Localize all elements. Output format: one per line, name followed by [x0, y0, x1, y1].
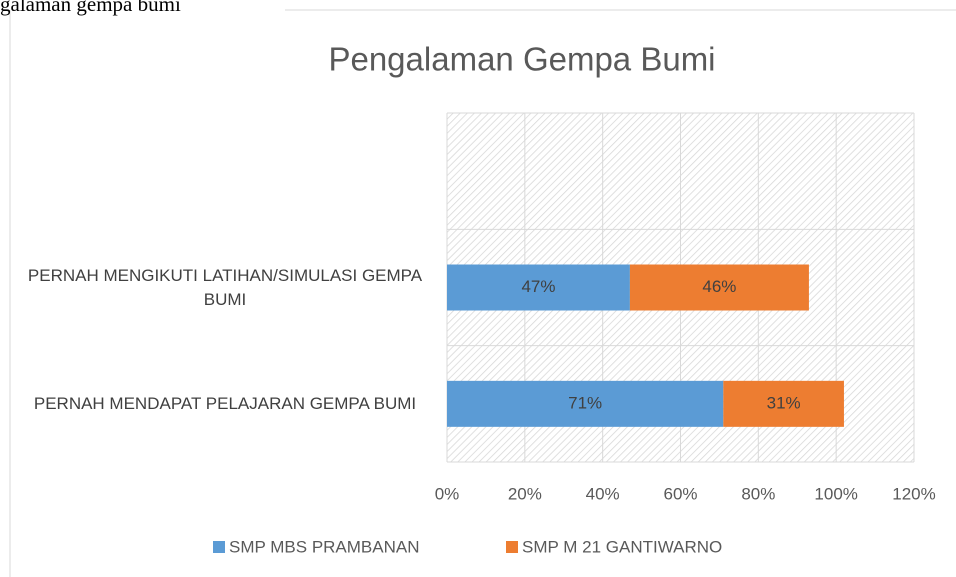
- data-label: 31%: [767, 393, 801, 412]
- data-label: 46%: [702, 277, 736, 296]
- caption: galaman gempa bumi: [0, 0, 181, 16]
- x-tick-label: 0%: [435, 484, 460, 503]
- y-tick-label: PERNAH MENGIKUTI LATIHAN/SIMULASI GEMPA …: [27, 265, 423, 309]
- x-tick-label: 80%: [741, 484, 775, 503]
- legend-swatch: [506, 541, 518, 553]
- bar: [447, 264, 630, 311]
- x-tick-label: 40%: [586, 484, 620, 503]
- x-tick-label: 20%: [508, 484, 542, 503]
- bar: [723, 380, 844, 427]
- x-tick-label: 100%: [814, 484, 857, 503]
- bar: [629, 264, 809, 311]
- legend-label: SMP MBS PRAMBANAN: [229, 537, 420, 556]
- legend-swatch: [213, 541, 225, 553]
- data-label: 71%: [568, 393, 602, 412]
- chart-title: Pengalaman Gempa Bumi: [328, 41, 715, 78]
- x-tick-label: 60%: [663, 484, 697, 503]
- bar: [447, 380, 724, 427]
- data-label: 47%: [521, 277, 555, 296]
- legend-label: SMP M 21 GANTIWARNO: [522, 537, 722, 556]
- y-tick-label: PERNAH MENDAPAT PELAJARAN GEMPA BUMI: [33, 393, 417, 413]
- x-tick-label: 120%: [892, 484, 935, 503]
